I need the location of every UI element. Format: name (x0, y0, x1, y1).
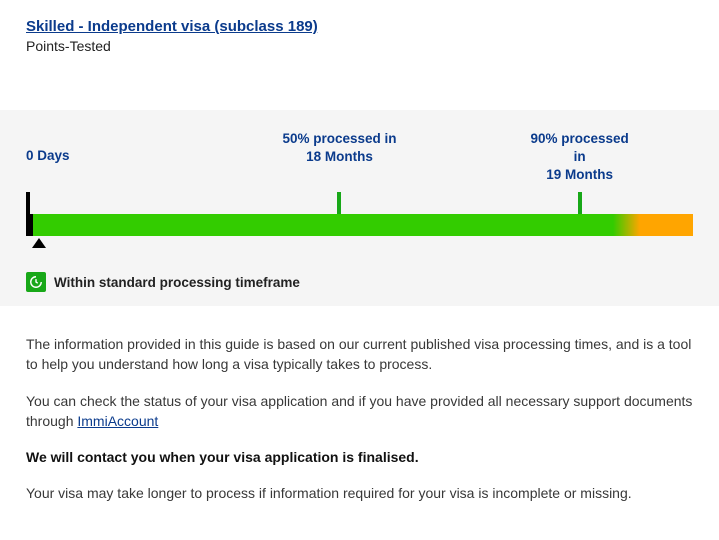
current-position-pointer-icon (32, 238, 46, 248)
info-paragraph-2: You can check the status of your visa ap… (26, 391, 693, 432)
bar-segment-gradient (613, 214, 640, 236)
bar-segment-extended (640, 214, 693, 236)
marker-mid-line1: 50% processed in (282, 130, 396, 148)
marker-end-line1: 90% processed in (523, 130, 636, 166)
visa-title-link[interactable]: Skilled - Independent visa (subclass 189… (26, 18, 318, 35)
status-text: Within standard processing timeframe (54, 275, 300, 290)
marker-start-label: 0 Days (26, 148, 70, 163)
bar-segment-standard (33, 214, 613, 236)
timeline-panel: 0 Days 50% processed in 18 Months 90% pr… (0, 110, 719, 306)
marker-mid-line2: 18 Months (282, 148, 396, 166)
timeline-ticks (26, 192, 693, 214)
status-row: Within standard processing timeframe (26, 272, 693, 292)
marker-end: 90% processed in 19 Months (523, 130, 636, 185)
tick-start (26, 192, 30, 214)
timeline-bar (26, 214, 693, 236)
status-ok-icon (26, 272, 46, 292)
info-paragraph-4: Your visa may take longer to process if … (26, 483, 693, 503)
tick-mid (337, 192, 341, 214)
marker-end-line2: 19 Months (523, 166, 636, 184)
header: Skilled - Independent visa (subclass 189… (0, 0, 719, 62)
timeline-pointer-row (26, 236, 693, 254)
marker-mid: 50% processed in 18 Months (282, 130, 396, 166)
info-paragraph-3: We will contact you when your visa appli… (26, 447, 693, 467)
visa-subtitle: Points-Tested (26, 38, 693, 54)
immiaccount-link[interactable]: ImmiAccount (77, 413, 158, 429)
bar-segment-elapsed (26, 214, 33, 236)
timeline-markers: 0 Days 50% processed in 18 Months 90% pr… (26, 130, 693, 190)
info-section: The information provided in this guide i… (0, 306, 719, 540)
tick-end (578, 192, 582, 214)
marker-start: 0 Days (26, 130, 70, 165)
info-paragraph-1: The information provided in this guide i… (26, 334, 693, 375)
